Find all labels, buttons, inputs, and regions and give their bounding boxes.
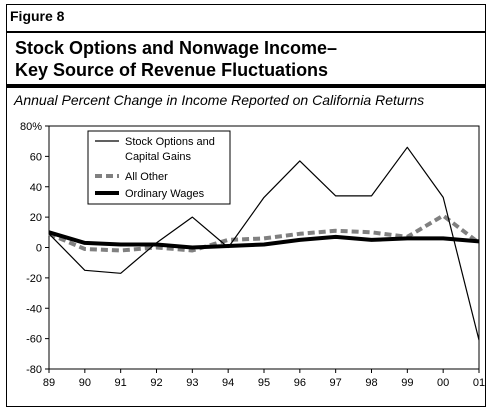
legend-label: All Other (125, 171, 168, 183)
title-line-1: Stock Options and Nonwage Income– (15, 38, 338, 58)
figure-title: Stock Options and Nonwage Income– Key So… (15, 37, 475, 81)
legend-label-continued: Capital Gains (125, 151, 192, 163)
title-line-2: Key Source of Revenue Fluctuations (15, 60, 329, 80)
x-tick-label: 91 (115, 377, 127, 389)
x-tick-label: 97 (330, 377, 342, 389)
x-tick-label: 01 (473, 377, 485, 389)
x-tick-label: 89 (43, 377, 55, 389)
legend-label: Ordinary Wages (125, 188, 205, 200)
y-tick-label: 60 (30, 151, 42, 163)
x-tick-label: 99 (401, 377, 413, 389)
y-tick-label: -40 (26, 303, 42, 315)
legend: Stock Options and Capital Gains All Other O… (87, 130, 231, 205)
title-rule (7, 84, 485, 88)
y-tick-label: -20 (26, 273, 42, 285)
x-tick-label: 98 (365, 377, 377, 389)
top-rule (7, 31, 485, 33)
series-layer (48, 146, 481, 341)
series-line-stock-options-and-capital-gains (48, 146, 480, 341)
y-tick-label: -80 (26, 364, 42, 376)
figure-frame: Figure 8 Stock Options and Nonwage Incom… (6, 4, 486, 407)
figure-label: Figure 8 (10, 8, 65, 24)
x-tick-label: 95 (258, 377, 270, 389)
x-tick-label: 93 (186, 377, 198, 389)
y-tick-label: 20 (30, 212, 42, 224)
y-tick-label: 40 (30, 182, 42, 194)
legend-label: Stock Options and (125, 136, 215, 148)
x-tick-label: 94 (222, 377, 234, 389)
x-tick-label: 00 (437, 377, 449, 389)
series-line-ordinary-wages (48, 230, 480, 250)
x-tick-label: 90 (79, 377, 91, 389)
x-tick-label: 96 (294, 377, 306, 389)
chart-subtitle: Annual Percent Change in Income Reported… (14, 92, 425, 108)
y-tick-label: 80% (20, 121, 42, 133)
x-tick-label: 92 (150, 377, 162, 389)
y-tick-label: -60 (26, 334, 42, 346)
y-tick-label: 0 (36, 243, 42, 255)
